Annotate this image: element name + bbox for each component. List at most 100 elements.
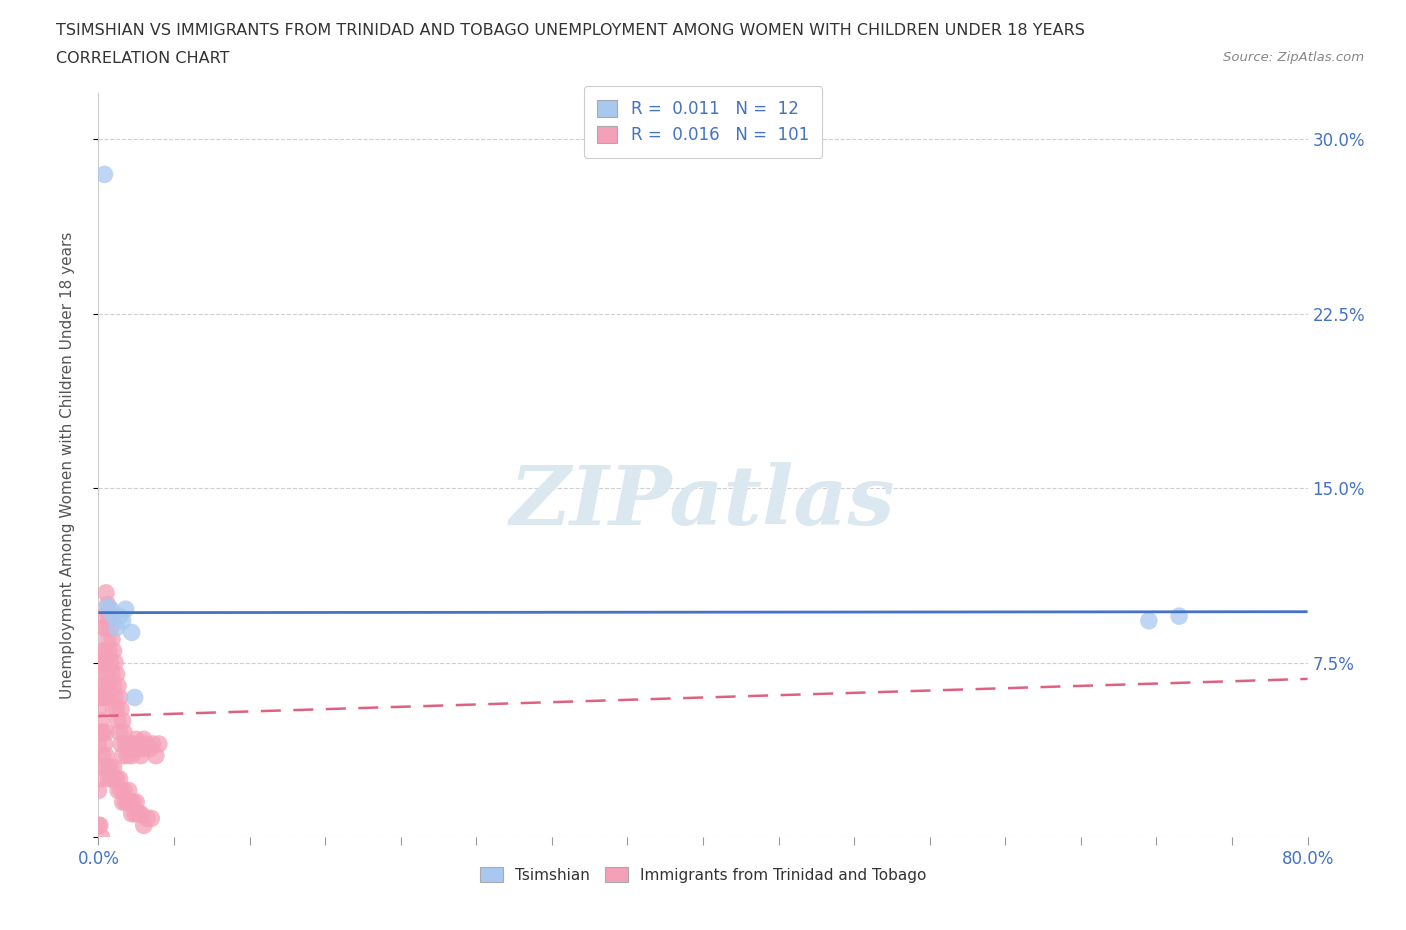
Point <box>91 656 114 671</box>
Point <box>100 656 122 671</box>
Point <box>1137 614 1160 629</box>
Point <box>90 679 112 694</box>
Point <box>124 690 146 705</box>
Point <box>148 737 170 751</box>
Point <box>122 737 145 751</box>
Point <box>91 690 114 705</box>
Point <box>110 702 132 717</box>
Point <box>124 806 146 821</box>
Point <box>87 702 110 717</box>
Point <box>94 748 117 763</box>
Point <box>96 667 118 682</box>
Point <box>98 609 121 624</box>
Point <box>111 794 134 809</box>
Point <box>112 783 135 798</box>
Point <box>101 632 124 647</box>
Point <box>94 725 117 740</box>
Point <box>125 794 148 809</box>
Point <box>98 679 121 694</box>
Point <box>107 679 129 694</box>
Point <box>105 772 128 787</box>
Point <box>96 600 118 615</box>
Point <box>89 772 111 787</box>
Point <box>101 667 124 682</box>
Point <box>105 620 128 635</box>
Point <box>93 737 115 751</box>
Point <box>110 737 132 751</box>
Point <box>103 609 125 624</box>
Point <box>121 806 143 821</box>
Point <box>118 737 141 751</box>
Point <box>103 679 125 694</box>
Point <box>103 760 125 775</box>
Point <box>129 806 152 821</box>
Point <box>90 760 112 775</box>
Point <box>132 732 155 747</box>
Point <box>100 760 122 775</box>
Point <box>103 702 125 717</box>
Point <box>107 783 129 798</box>
Point <box>91 620 114 635</box>
Point <box>96 632 118 647</box>
Text: TSIMSHIAN VS IMMIGRANTS FROM TRINIDAD AND TOBAGO UNEMPLOYMENT AMONG WOMEN WITH C: TSIMSHIAN VS IMMIGRANTS FROM TRINIDAD AN… <box>56 23 1085 38</box>
Text: Source: ZipAtlas.com: Source: ZipAtlas.com <box>1223 51 1364 64</box>
Point <box>132 818 155 833</box>
Point <box>107 713 129 728</box>
Y-axis label: Unemployment Among Women with Children Under 18 years: Unemployment Among Women with Children U… <box>60 232 75 698</box>
Point <box>127 741 149 756</box>
Text: ZIPatlas: ZIPatlas <box>510 462 896 542</box>
Point <box>96 597 118 612</box>
Point <box>89 690 111 705</box>
Point <box>94 690 117 705</box>
Point <box>121 748 143 763</box>
Point <box>89 818 111 833</box>
Point <box>100 690 122 705</box>
Point <box>125 732 148 747</box>
Point <box>120 741 142 756</box>
Point <box>87 818 110 833</box>
Point <box>104 656 127 671</box>
Point <box>98 772 121 787</box>
Point <box>114 737 136 751</box>
Point <box>115 794 138 809</box>
Point <box>127 806 149 821</box>
Point <box>103 644 125 658</box>
Point <box>90 713 112 728</box>
Point <box>135 737 157 751</box>
Point <box>121 625 143 640</box>
Point <box>96 760 118 775</box>
Point <box>122 794 145 809</box>
Point <box>118 783 141 798</box>
Point <box>129 748 152 763</box>
Point <box>115 748 138 763</box>
Point <box>93 167 115 182</box>
Point <box>87 737 110 751</box>
Point <box>111 614 134 629</box>
Point <box>142 737 165 751</box>
Point <box>94 620 117 635</box>
Point <box>145 748 167 763</box>
Point <box>91 725 114 740</box>
Point <box>105 702 128 717</box>
Point <box>135 811 157 826</box>
Point <box>89 656 111 671</box>
Point <box>104 690 127 705</box>
Point <box>1168 609 1191 624</box>
Point <box>114 602 136 617</box>
Point <box>101 772 124 787</box>
Point <box>108 690 131 705</box>
Point <box>124 741 146 756</box>
Point <box>90 644 112 658</box>
Point <box>94 586 117 601</box>
Point <box>128 737 150 751</box>
Point <box>131 741 153 756</box>
Point <box>111 713 134 728</box>
Point <box>91 748 114 763</box>
Point <box>112 725 135 740</box>
Text: CORRELATION CHART: CORRELATION CHART <box>56 51 229 66</box>
Point <box>93 679 115 694</box>
Point <box>120 794 142 809</box>
Point <box>89 725 111 740</box>
Point <box>141 811 163 826</box>
Point <box>87 783 110 798</box>
